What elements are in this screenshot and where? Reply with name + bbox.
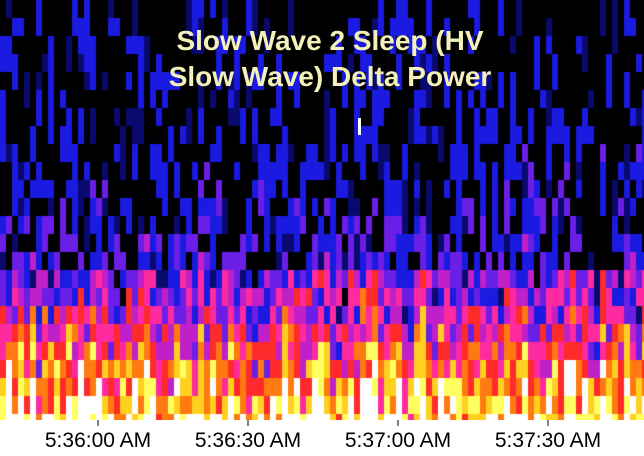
x-tick-label: 5:36:30 AM xyxy=(194,429,302,452)
x-axis-ticks xyxy=(97,420,549,426)
cursor-marker xyxy=(358,118,361,135)
x-tick-label: 5:36:00 AM xyxy=(44,429,152,452)
x-axis: 5:35:30 AM 5:36:00 AM 5:36:30 AM 5:37:00 AM… xyxy=(0,420,644,456)
x-tick-label: 5:37:00 AM xyxy=(344,429,452,452)
x-tick-label: 5:37:30 AM xyxy=(494,429,602,452)
x-tick-label: 5:35:30 AM xyxy=(0,429,1,453)
spectrogram-heatmap xyxy=(0,0,644,420)
